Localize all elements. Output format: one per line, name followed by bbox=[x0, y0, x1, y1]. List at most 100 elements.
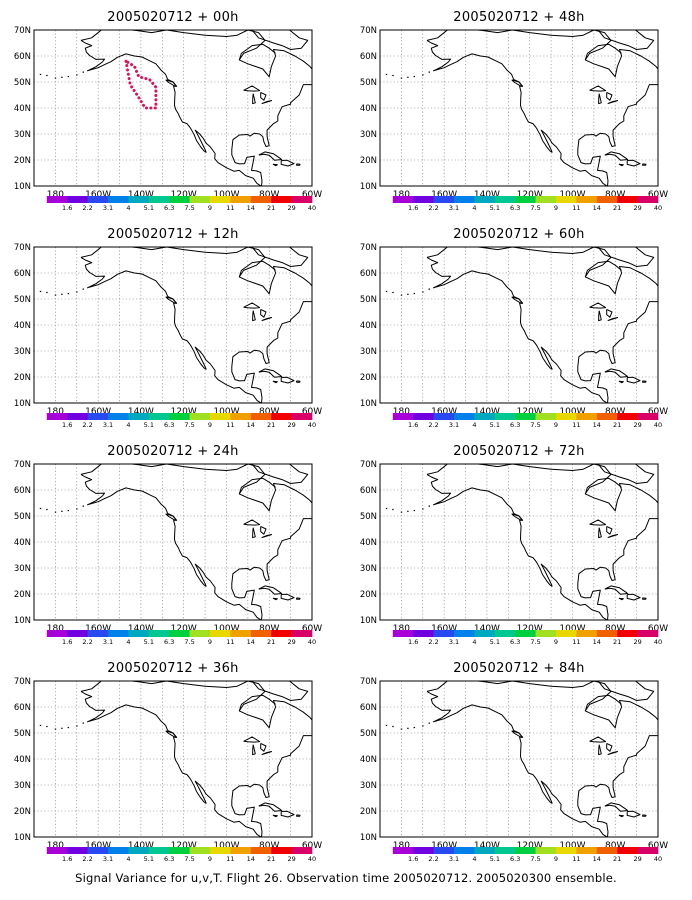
colorbar-label: 14 bbox=[593, 638, 601, 646]
colorbar-label: 21 bbox=[267, 204, 275, 212]
colorbar-label: 7.5 bbox=[184, 638, 194, 646]
colorbar-label: 3.1 bbox=[103, 204, 113, 212]
colorbar-label: 11 bbox=[572, 855, 580, 863]
colorbar-label: 29 bbox=[287, 421, 295, 429]
colorbar-label: 9 bbox=[208, 638, 212, 646]
panel-title: 2005020712 + 72h bbox=[453, 444, 585, 459]
colorbar-label: 14 bbox=[247, 855, 255, 863]
lon-tick-label: 120W bbox=[517, 407, 543, 417]
colorbar-label: 9 bbox=[208, 855, 212, 863]
colorbar-label: 3.1 bbox=[103, 855, 113, 863]
lat-tick-label: 70N bbox=[14, 677, 31, 687]
colorbar-swatch bbox=[250, 196, 272, 203]
lat-tick-label: 40N bbox=[14, 104, 31, 114]
colorbar-label: 9 bbox=[554, 204, 558, 212]
colorbar-label: 1.6 bbox=[62, 855, 72, 863]
lon-tick-label: 60W bbox=[648, 841, 668, 851]
colorbar-label: 21 bbox=[613, 204, 621, 212]
gridlines bbox=[34, 30, 312, 186]
colorbar-swatch bbox=[210, 413, 231, 420]
coastlines bbox=[39, 681, 312, 837]
colorbar-label: 9 bbox=[208, 421, 212, 429]
lon-tick-label: 180 bbox=[47, 841, 64, 851]
lat-tick-label: 60N bbox=[14, 52, 31, 62]
lon-tick-label: 120W bbox=[171, 624, 197, 634]
lon-tick-label: 120W bbox=[517, 624, 543, 634]
gridlines bbox=[34, 681, 312, 837]
colorbar-label: 40 bbox=[654, 855, 662, 863]
lon-tick-label: 120W bbox=[517, 841, 543, 851]
lon-tick-label: 60W bbox=[648, 190, 668, 200]
colorbar-swatch bbox=[617, 847, 638, 854]
colorbar-swatch bbox=[576, 847, 598, 854]
colorbar-label: 4 bbox=[126, 855, 130, 863]
panel-title: 2005020712 + 36h bbox=[107, 661, 239, 676]
colorbar-swatch bbox=[67, 196, 88, 203]
lat-tick-label: 60N bbox=[14, 703, 31, 713]
colorbar-swatch bbox=[108, 196, 129, 203]
colorbar-label: 21 bbox=[613, 638, 621, 646]
map-plot: 10N 20N 30N 40N 50N 60N 70N 180 160W 140W 120W 100W… bbox=[14, 26, 322, 212]
lon-tick-label: 160W bbox=[431, 190, 457, 200]
colorbar-swatch bbox=[230, 413, 252, 420]
colorbar-label: 7.5 bbox=[184, 421, 194, 429]
colorbar-label: 6.3 bbox=[164, 638, 174, 646]
colorbar-label: 5.1 bbox=[144, 855, 154, 863]
coastlines bbox=[39, 464, 312, 620]
colorbar-label: 3.1 bbox=[449, 638, 459, 646]
map-panel-p60: 2005020712 + 60h 10N 20N 30N 40N 50N 60N 70N 180… bbox=[346, 217, 692, 433]
colorbar-label: 11 bbox=[226, 638, 234, 646]
figure-caption: Signal Variance for u,v,T. Flight 26. Ob… bbox=[75, 871, 617, 885]
colorbar-label: 14 bbox=[247, 204, 255, 212]
colorbar-label: 1.6 bbox=[408, 855, 418, 863]
gridlines bbox=[34, 464, 312, 620]
lat-tick-label: 50N bbox=[14, 512, 31, 522]
colorbar-swatch bbox=[596, 196, 618, 203]
map-panel-p36: 2005020712 + 36h 10N 20N 30N 40N 50N 60N 70N 180… bbox=[0, 651, 346, 867]
lat-tick-label: 10N bbox=[360, 616, 377, 626]
colorbar-swatch bbox=[494, 196, 516, 203]
colorbar: 1.6 2.2 3.1 4 5.1 6.3 7.5 9 11 14 21 29 40 bbox=[46, 630, 316, 646]
colorbar-label: 7.5 bbox=[530, 855, 540, 863]
colorbar-swatch bbox=[474, 630, 496, 637]
lon-tick-label: 100W bbox=[213, 407, 239, 417]
lon-tick-label: 180 bbox=[47, 407, 64, 417]
map-frame bbox=[33, 246, 313, 404]
colorbar-swatch bbox=[556, 847, 577, 854]
gridlines bbox=[380, 681, 658, 837]
colorbar: 1.6 2.2 3.1 4 5.1 6.3 7.5 9 11 14 21 29 40 bbox=[46, 196, 316, 212]
colorbar-label: 14 bbox=[593, 855, 601, 863]
colorbar-swatch bbox=[250, 630, 272, 637]
map-frame bbox=[379, 29, 659, 187]
lat-tick-label: 30N bbox=[360, 781, 377, 791]
map-panel-p72: 2005020712 + 72h 10N 20N 30N 40N 50N 60N 70N 180… bbox=[346, 434, 692, 650]
colorbar-label: 29 bbox=[633, 855, 641, 863]
lon-tick-label: 140W bbox=[128, 841, 154, 851]
lon-tick-label: 180 bbox=[393, 841, 410, 851]
colorbar-label: 40 bbox=[654, 421, 662, 429]
lat-tick-label: 20N bbox=[14, 590, 31, 600]
lat-tick-label: 60N bbox=[14, 269, 31, 279]
colorbar-label: 7.5 bbox=[530, 638, 540, 646]
colorbar-label: 4 bbox=[472, 638, 476, 646]
lon-tick-label: 60W bbox=[648, 624, 668, 634]
lat-tick-label: 40N bbox=[14, 755, 31, 765]
colorbar-swatch bbox=[454, 847, 475, 854]
lat-tick-label: 20N bbox=[360, 590, 377, 600]
colorbar-label: 21 bbox=[267, 421, 275, 429]
colorbar-label: 2.2 bbox=[428, 204, 438, 212]
colorbar-swatch bbox=[413, 847, 434, 854]
colorbar-label: 5.1 bbox=[490, 421, 500, 429]
map-frame bbox=[33, 29, 313, 187]
colorbar-swatch bbox=[108, 630, 129, 637]
lon-tick-label: 120W bbox=[171, 407, 197, 417]
lon-tick-label: 180 bbox=[47, 190, 64, 200]
colorbar-swatch bbox=[576, 413, 598, 420]
lat-tick-label: 70N bbox=[14, 243, 31, 253]
colorbar-swatch bbox=[474, 196, 496, 203]
lon-tick-label: 80W bbox=[605, 407, 625, 417]
colorbar: 1.6 2.2 3.1 4 5.1 6.3 7.5 9 11 14 21 29 40 bbox=[46, 413, 316, 429]
lon-tick-label: 120W bbox=[517, 190, 543, 200]
lat-tick-label: 40N bbox=[360, 755, 377, 765]
colorbar-label: 11 bbox=[572, 421, 580, 429]
